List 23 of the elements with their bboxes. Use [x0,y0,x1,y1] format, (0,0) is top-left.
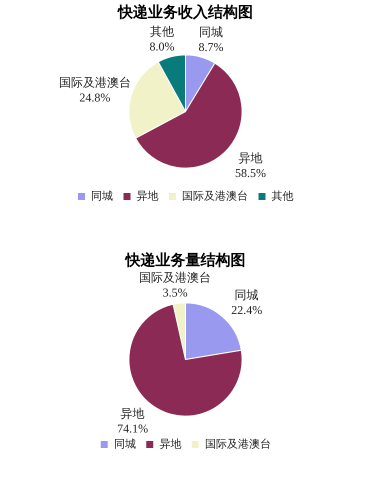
slice-label: 国际及港澳台 [139,270,212,285]
data-label: 74.1% [117,421,148,436]
data-label: 3.5% [162,286,188,300]
slice-label: 同城 [234,288,259,302]
legend-label: 异地 [159,437,182,450]
slice-label: 异地 [238,150,262,165]
legend-label: 同城 [114,437,136,450]
data-label: 22.4% [231,302,262,317]
data-label: 24.8% [79,90,110,104]
legend-label: 国际及港澳台 [204,437,271,450]
data-label: 58.5% [234,166,266,180]
legend-label: 其他 [272,189,294,202]
data-label: 8.0% [149,39,174,54]
data-label: 8.7% [198,40,224,54]
chart-title: 快递业务量结构图 [124,250,246,269]
legend-label: 国际及港澳台 [182,189,248,202]
slice-label: 国际及港澳台 [58,75,131,90]
slice-label: 同城 [199,24,224,39]
legend-label: 同城 [91,189,113,202]
legend-label: 异地 [136,189,158,202]
chart-title: 快递业务收入结构图 [117,2,253,21]
slice-label: 其他 [150,24,174,38]
slice-label: 异地 [120,406,145,420]
